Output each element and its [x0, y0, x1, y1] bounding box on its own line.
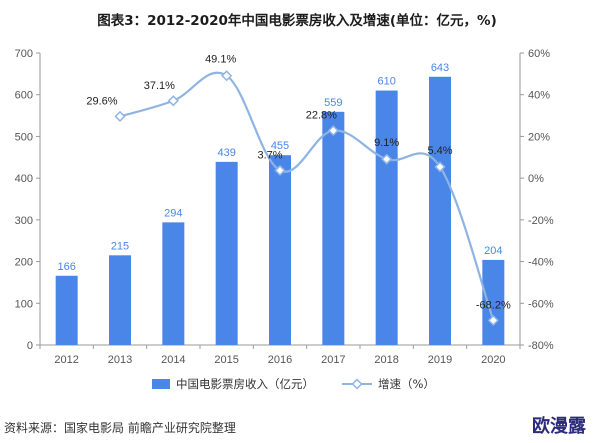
- revenue-bar: [162, 222, 185, 345]
- y-right-tick-label: -60%: [528, 298, 554, 310]
- x-tick-label: 2017: [321, 354, 345, 366]
- growth-value-label: 22.8%: [306, 110, 337, 122]
- bar-labels: 166 215 294 439 455 559 610 643 204: [57, 62, 502, 273]
- y-right-tick-label: 60%: [528, 48, 550, 60]
- x-tick-label: 2018: [374, 354, 398, 366]
- revenue-bar: [429, 76, 451, 345]
- revenue-bar-label: 643: [431, 62, 449, 74]
- revenue-bar: [482, 259, 505, 345]
- y-right-tick-label: -80%: [528, 340, 554, 352]
- revenue-bar: [322, 111, 345, 346]
- revenue-bar-label: 439: [217, 147, 235, 159]
- revenue-bar-label: 455: [271, 140, 289, 152]
- revenue-bar: [269, 155, 291, 345]
- revenue-bar-label: 610: [377, 76, 395, 88]
- source-note: 资料来源：国家电影局 前瞻产业研究院整理: [4, 421, 236, 435]
- bars: [55, 76, 505, 346]
- growth-value-label: 29.6%: [86, 95, 117, 107]
- growth-value-label: 49.1%: [205, 54, 236, 66]
- revenue-bar-label: 294: [164, 207, 182, 219]
- growth-marker: [221, 70, 233, 82]
- legend-line-label: 增速（%）: [378, 377, 435, 391]
- y-right-tick-label: 0%: [528, 173, 544, 185]
- growth-value-label: 3.7%: [257, 149, 282, 161]
- axes: 0 100 200 300 400 500 600 700 -80% -60% -40% -20% 0%…: [15, 48, 554, 366]
- x-tick-label: 2012: [54, 354, 78, 366]
- y-right-tick-label: 40%: [528, 90, 550, 102]
- x-tick-label: 2020: [481, 354, 505, 366]
- growth-value-label: 5.4%: [427, 145, 452, 157]
- growth-marker: [381, 153, 393, 165]
- y-left-tick-label: 400: [15, 173, 33, 185]
- revenue-bar-label: 204: [484, 245, 502, 257]
- y-right-tick-label: -40%: [528, 257, 554, 269]
- growth-marker: [274, 164, 286, 176]
- x-tick-label: 2019: [428, 354, 452, 366]
- y-left-tick-label: 0: [27, 340, 33, 352]
- growth-value-label: 9.1%: [374, 137, 399, 149]
- growth-marker: [327, 125, 339, 137]
- revenue-bar: [375, 90, 398, 346]
- legend-line-marker: [351, 378, 363, 390]
- y-left-tick-label: 700: [15, 48, 33, 60]
- brand-logo: 欧漫露: [532, 416, 586, 437]
- chart-title: 图表3：2012-2020年中国电影票房收入及增速(单位：亿元，%): [97, 13, 497, 29]
- revenue-bar: [109, 255, 131, 345]
- growth-line-layer: [114, 70, 499, 326]
- revenue-bar-label: 215: [111, 240, 129, 252]
- revenue-bar: [55, 275, 78, 345]
- x-tick-label: 2016: [268, 354, 292, 366]
- growth-value-label: 37.1%: [144, 80, 175, 92]
- growth-marker: [114, 110, 126, 122]
- legend-bar-swatch: [152, 379, 170, 389]
- x-tick-label: 2015: [214, 354, 238, 366]
- growth-marker: [434, 161, 446, 173]
- y-right-tick-label: 20%: [528, 131, 550, 143]
- growth-marker: [487, 314, 499, 326]
- y-right-tick-label: -20%: [528, 215, 554, 227]
- revenue-bar: [215, 161, 238, 345]
- growth-marker: [167, 95, 179, 107]
- y-left-tick-label: 200: [15, 257, 33, 269]
- revenue-bar-label: 166: [57, 261, 75, 273]
- legend-bar-label: 中国电影票房收入（亿元）: [176, 377, 314, 391]
- legend: 中国电影票房收入（亿元） 增速（%）: [152, 377, 435, 391]
- revenue-bar-label: 559: [324, 97, 342, 109]
- y-left-tick-label: 300: [15, 215, 33, 227]
- y-left-tick-label: 600: [15, 90, 33, 102]
- growth-labels: 29.6% 37.1% 49.1% 3.7% 22.8% 9.1% 5.4% -68.2%: [86, 54, 511, 312]
- y-left-tick-label: 100: [15, 298, 33, 310]
- x-tick-label: 2013: [108, 354, 132, 366]
- y-left-tick-label: 500: [15, 131, 33, 143]
- growth-value-label: -68.2%: [476, 299, 511, 311]
- x-tick-label: 2014: [161, 354, 185, 366]
